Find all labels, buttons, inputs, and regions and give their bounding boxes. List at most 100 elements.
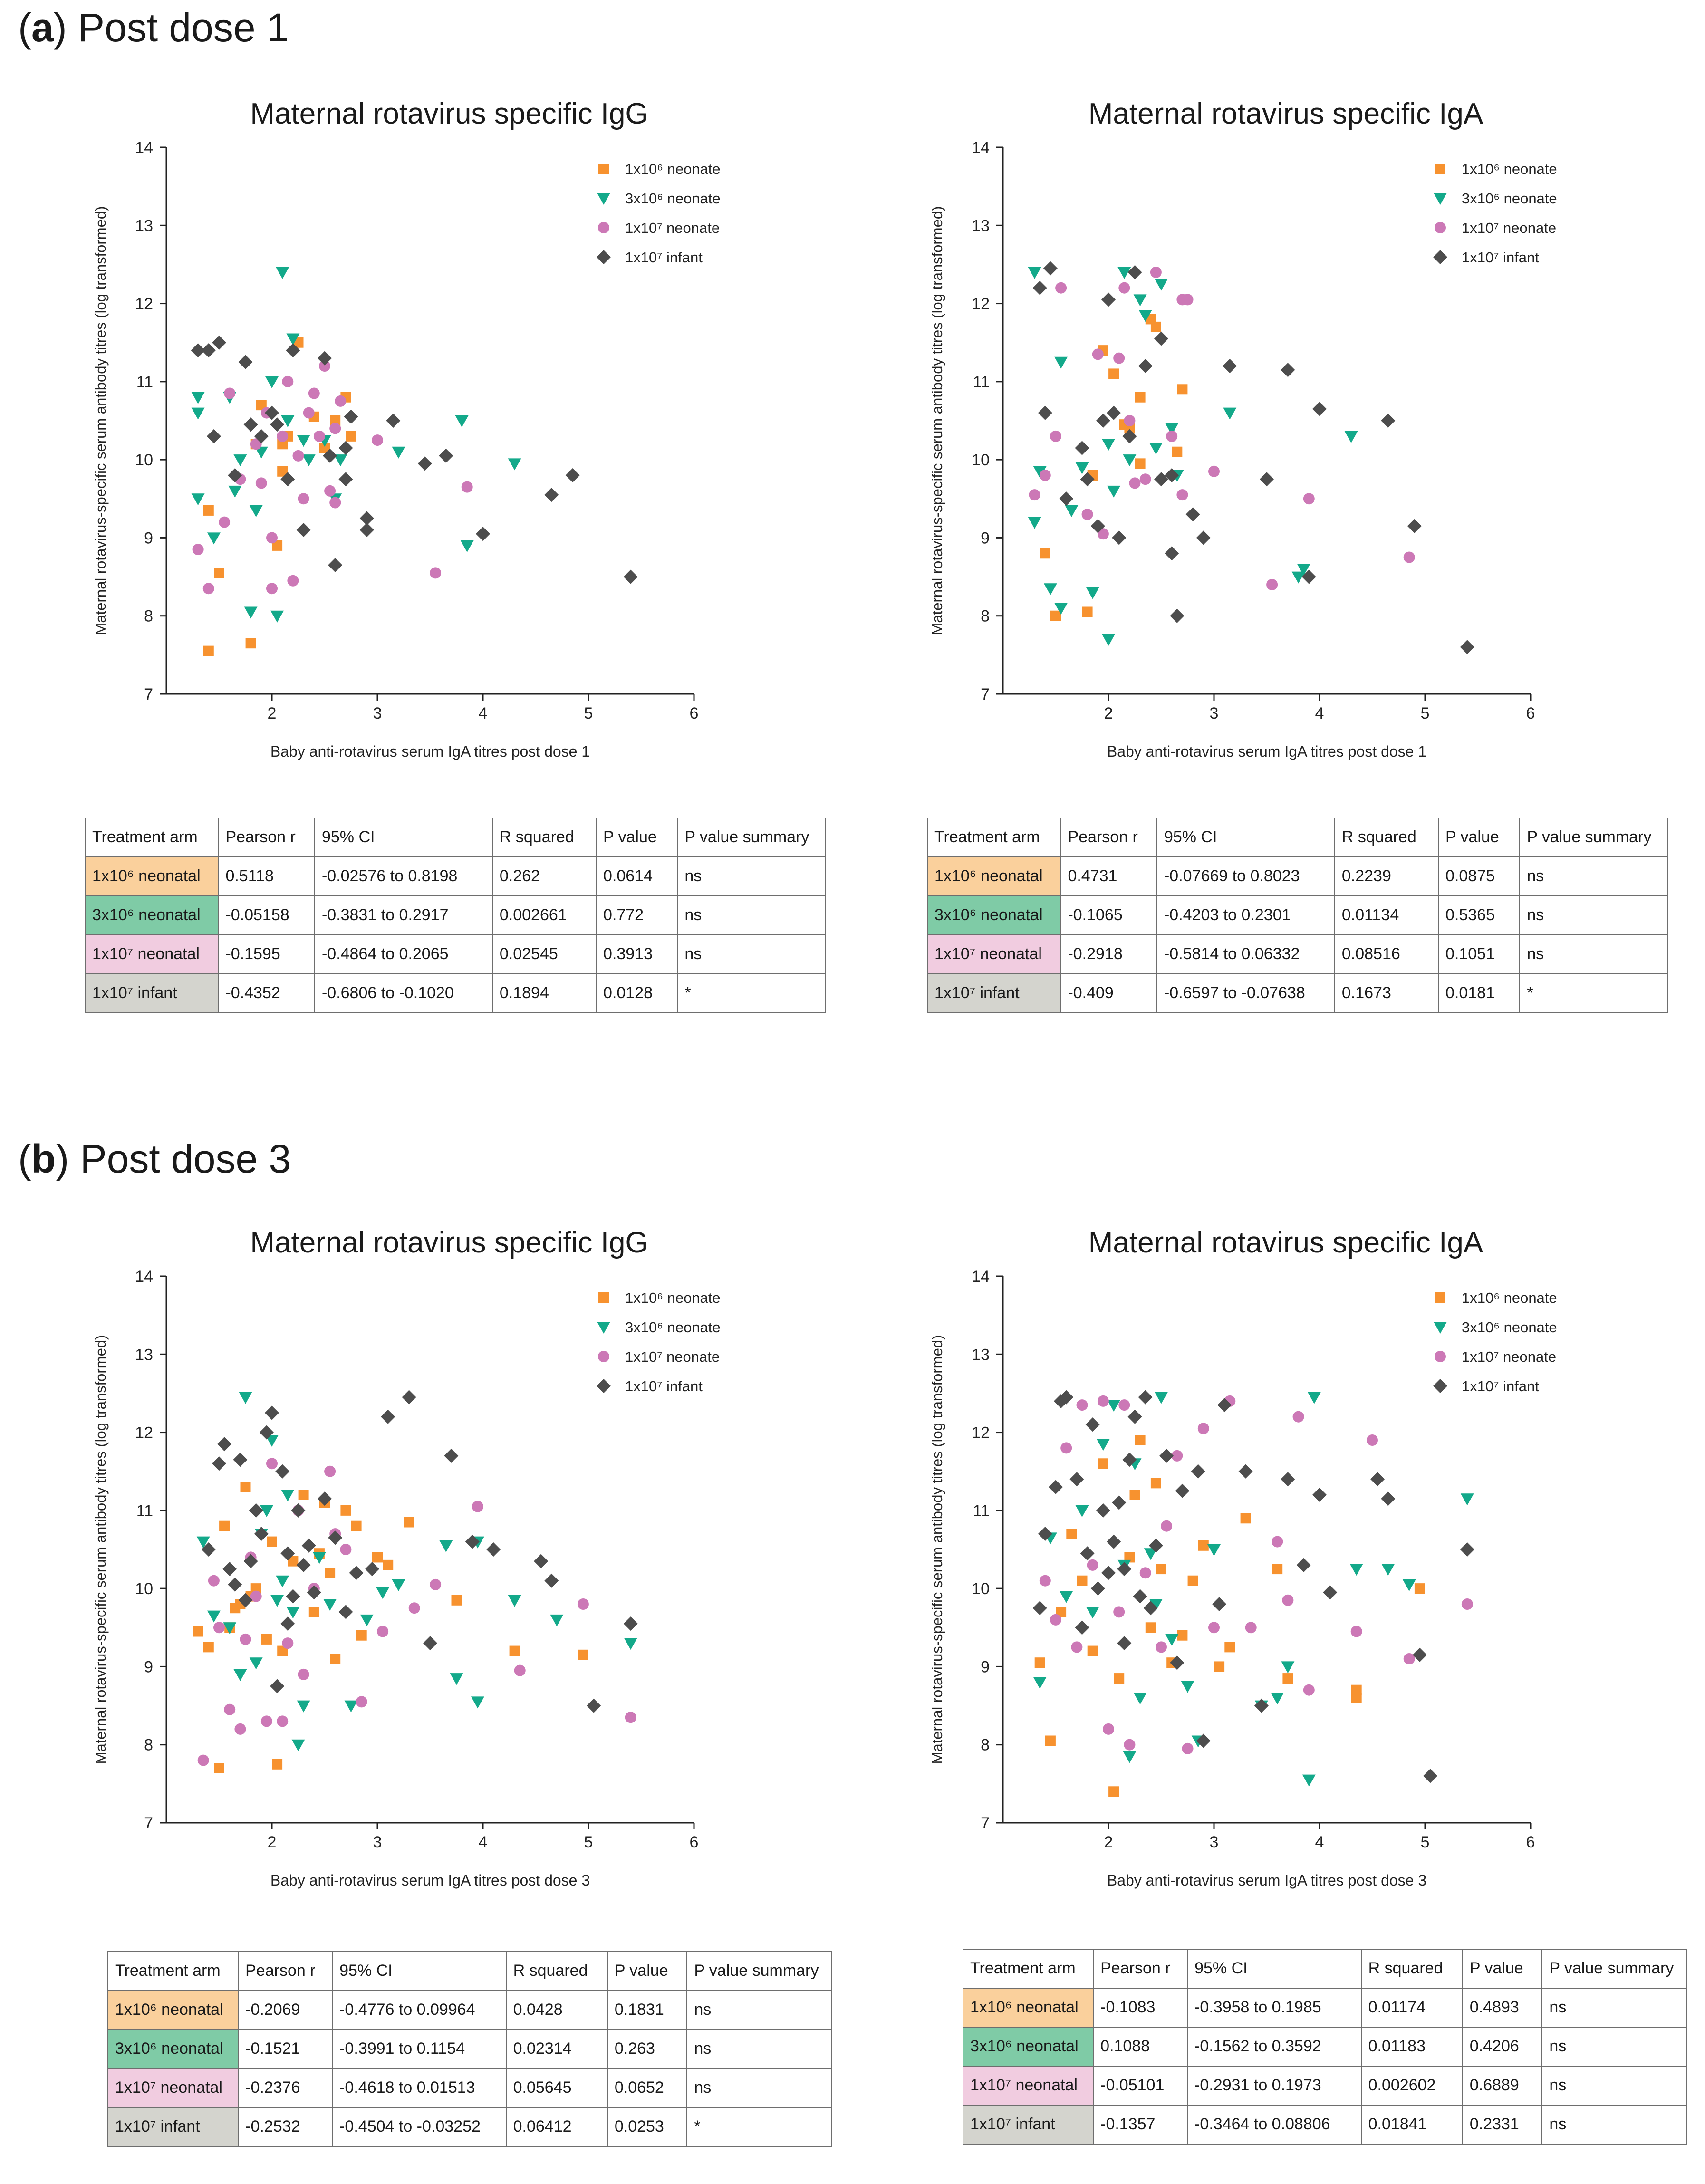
table-cell: 0.4731	[1060, 856, 1157, 896]
table-cell: -0.4352	[218, 973, 315, 1013]
table-header-cell: P value	[607, 1951, 688, 1991]
data-point	[1054, 1394, 1069, 1408]
table-cell: ns	[1541, 2027, 1687, 2067]
data-point	[191, 493, 205, 506]
data-point	[1407, 519, 1422, 533]
data-point	[1077, 1575, 1088, 1586]
data-point	[234, 1723, 246, 1735]
data-point	[1282, 1594, 1294, 1606]
data-point	[201, 1542, 216, 1557]
treatment-arm-cell: 1x10⁶ neonatal	[84, 856, 219, 896]
data-point	[1165, 468, 1179, 482]
table-cell: -0.409	[1060, 973, 1157, 1013]
data-point	[1032, 1601, 1047, 1616]
y-tick-label: 14	[135, 139, 153, 157]
legend-label: 1x10⁶ neonate	[1462, 1289, 1557, 1306]
x-tick-label: 4	[1315, 1833, 1324, 1851]
data-point	[1177, 384, 1188, 395]
data-point	[439, 448, 453, 463]
data-point	[1344, 431, 1358, 443]
table-cell: 0.2331	[1462, 2105, 1543, 2145]
data-point	[476, 527, 490, 541]
table-cell: 0.02314	[505, 2029, 608, 2069]
table-cell: 0.2239	[1334, 856, 1439, 896]
data-point	[578, 1649, 588, 1660]
table-cell: -0.4504 to -0.03252	[332, 2107, 507, 2147]
data-point	[1129, 477, 1141, 489]
table-header-cell: Treatment arm	[84, 818, 219, 857]
table-cell: -0.2376	[238, 2068, 333, 2108]
data-point	[1097, 528, 1109, 540]
data-point	[249, 1503, 263, 1518]
data-point	[238, 355, 253, 369]
data-point	[1138, 359, 1153, 373]
x-tick-label: 5	[584, 704, 593, 722]
data-point	[191, 407, 205, 420]
data-point	[1207, 1544, 1221, 1556]
data-point	[1198, 1540, 1209, 1551]
data-point	[1028, 517, 1041, 529]
data-point	[214, 1763, 224, 1773]
table-cell: 0.08516	[1334, 934, 1439, 974]
data-point	[1075, 1505, 1089, 1517]
legend-label: 1x10⁷ neonate	[1462, 1348, 1556, 1365]
data-point	[191, 343, 205, 358]
data-point	[297, 435, 310, 447]
data-point	[1096, 1503, 1110, 1518]
data-point	[1260, 472, 1274, 487]
data-point	[324, 1465, 336, 1477]
table-row: 1x10⁷ neonatal -0.1595 -0.4864 to 0.2065 0.…	[84, 934, 826, 974]
data-point	[1080, 1546, 1095, 1561]
data-point	[404, 1517, 414, 1528]
table-cell: 0.0253	[607, 2107, 688, 2147]
data-point	[1117, 1562, 1132, 1577]
table-cell: -0.2931 to 0.1973	[1187, 2066, 1362, 2106]
data-point	[1117, 1636, 1132, 1651]
data-point	[1149, 443, 1163, 455]
data-point	[280, 472, 295, 487]
data-point	[1150, 266, 1162, 278]
data-point	[224, 387, 236, 399]
data-point	[297, 1700, 310, 1713]
data-point	[344, 1700, 358, 1713]
data-point	[1043, 583, 1057, 596]
data-point	[508, 1595, 521, 1607]
table-cell: -0.2069	[238, 1990, 333, 2030]
data-point	[240, 1633, 251, 1645]
data-point	[1040, 548, 1050, 559]
table-cell: 0.05645	[505, 2068, 608, 2108]
treatment-arm-cell: 3x10⁶ neonatal	[962, 2027, 1094, 2067]
data-point	[1223, 407, 1237, 420]
scatter-plot: Maternal rotavirus specific IgG 7 8 9 10 11 12…	[92, 1226, 721, 1889]
legend-square-marker-icon	[1435, 164, 1445, 174]
table-row: 3x10⁶ neonatal -0.1521 -0.3991 to 0.1154 0.…	[107, 2029, 832, 2069]
table-cell: 0.1831	[607, 1990, 688, 2030]
table-cell: 0.01174	[1360, 1988, 1463, 2028]
table-row: 1x10⁷ neonatal -0.05101 -0.2931 to 0.1973 0…	[962, 2066, 1687, 2106]
data-point	[417, 456, 432, 471]
data-point	[288, 1556, 299, 1567]
y-tick-label: 8	[981, 1736, 990, 1754]
x-tick-label: 5	[1421, 1833, 1430, 1851]
data-point	[250, 1590, 262, 1602]
table-cell: ns	[677, 856, 826, 896]
legend-label: 1x10⁶ neonate	[1462, 161, 1557, 177]
data-point	[1075, 1620, 1089, 1635]
data-point	[328, 558, 343, 572]
data-point	[1381, 1491, 1396, 1506]
data-point	[296, 1558, 311, 1572]
table-header-cell: P value	[595, 818, 678, 857]
data-point	[319, 360, 330, 372]
table-cell: ns	[686, 1990, 832, 2030]
data-point	[1097, 1395, 1109, 1407]
data-point	[1423, 1769, 1438, 1783]
data-point	[451, 1595, 462, 1606]
data-point	[349, 1566, 364, 1580]
stats-table-b-iga: Treatment arm Pearson r 95% CI R squared P v…	[962, 1949, 1687, 2145]
data-point	[372, 1552, 383, 1563]
legend-label: 3x10⁶ neonate	[625, 190, 721, 207]
y-tick-label: 8	[144, 607, 153, 625]
data-point	[408, 1602, 420, 1614]
data-point	[1181, 1681, 1194, 1693]
table-cell: 0.1051	[1437, 934, 1521, 974]
